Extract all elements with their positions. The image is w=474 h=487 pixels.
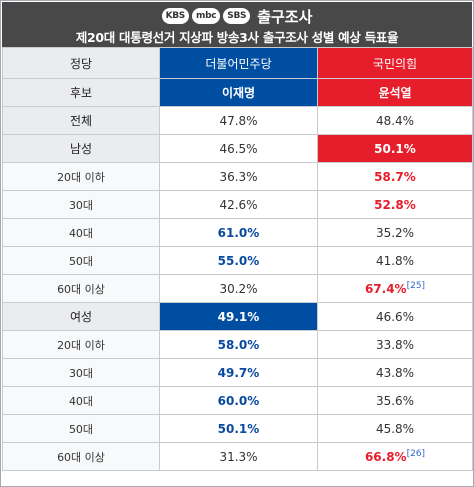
value-b: 41.8% (317, 246, 473, 275)
title-bar: KBS mbc SBS 출구조사 제20대 대통령선거 지상파 방송3사 출구조… (2, 2, 472, 47)
table-subtitle: 제20대 대통령선거 지상파 방송3사 출구조사 성별 예상 득표율 (75, 30, 399, 45)
value-b-cell: 67.4%[25] (317, 274, 473, 303)
row-label: 전체 (2, 106, 160, 135)
value-b-cell: 66.8%[26] (317, 442, 473, 471)
table-row: 여성 49.1% 46.6% (2, 302, 473, 331)
table-row: 30대 42.6% 52.8% (2, 190, 473, 219)
mbc-logo: mbc (192, 8, 221, 24)
value-b: 50.1% (317, 134, 473, 163)
table-row: 전체 47.8% 48.4% (2, 106, 473, 135)
table-row: 50대 55.0% 41.8% (2, 246, 473, 275)
table-row: 60대 이상 30.2% 67.4%[25] (2, 274, 473, 303)
row-label: 20대 이하 (2, 162, 160, 191)
sbs-logo: SBS (223, 8, 251, 24)
value-b: 35.2% (317, 218, 473, 247)
value-a: 58.0% (159, 330, 318, 359)
value-b: 58.7% (317, 162, 473, 191)
table-row: 60대 이상 31.3% 66.8%[26] (2, 442, 473, 471)
candidate-a-cell: 이재명 (159, 78, 318, 107)
title-line: KBS mbc SBS 출구조사 (2, 6, 472, 26)
party-b-cell: 국민의힘 (317, 47, 473, 79)
row-label: 남성 (2, 134, 160, 163)
exit-poll-table: 정당 더불어민주당 국민의힘 후보 이재명 윤석열 전체 47.8% 48.4%… (2, 47, 473, 471)
table-row: 20대 이하 58.0% 33.8% (2, 330, 473, 359)
kbs-logo: KBS (161, 8, 189, 24)
value-b: 35.6% (317, 386, 473, 415)
value-a: 30.2% (159, 274, 318, 303)
value-a: 61.0% (159, 218, 318, 247)
value-b: 45.8% (317, 414, 473, 443)
row-label: 20대 이하 (2, 330, 160, 359)
value-a: 31.3% (159, 442, 318, 471)
row-label: 30대 (2, 190, 160, 219)
value-a: 50.1% (159, 414, 318, 443)
party-a-cell: 더불어민주당 (159, 47, 318, 79)
table-row: 남성 46.5% 50.1% (2, 134, 473, 163)
table-row: 40대 60.0% 35.6% (2, 386, 473, 415)
table-title: 출구조사 (257, 7, 313, 26)
candidate-row: 후보 이재명 윤석열 (2, 78, 473, 107)
value-a: 49.1% (159, 302, 318, 331)
table-row: 50대 50.1% 45.8% (2, 414, 473, 443)
row-label: 40대 (2, 386, 160, 415)
party-row: 정당 더불어민주당 국민의힘 (2, 47, 473, 79)
candidate-b-cell: 윤석열 (317, 78, 473, 107)
value-a: 42.6% (159, 190, 318, 219)
value-b: 33.8% (317, 330, 473, 359)
value-b: 67.4% (364, 282, 407, 296)
row-label: 여성 (2, 302, 160, 331)
value-a: 46.5% (159, 134, 318, 163)
value-a: 36.3% (159, 162, 318, 191)
value-a: 49.7% (159, 358, 318, 387)
party-header-label: 정당 (2, 47, 160, 79)
value-b: 46.6% (317, 302, 473, 331)
value-b: 52.8% (317, 190, 473, 219)
value-a: 60.0% (159, 386, 318, 415)
value-b: 43.8% (317, 358, 473, 387)
table-row: 40대 61.0% 35.2% (2, 218, 473, 247)
table-row: 20대 이하 36.3% 58.7% (2, 162, 473, 191)
table-row: 30대 49.7% 43.8% (2, 358, 473, 387)
row-label: 50대 (2, 414, 160, 443)
row-label: 60대 이상 (2, 274, 160, 303)
value-a: 55.0% (159, 246, 318, 275)
value-b: 66.8% (364, 450, 407, 464)
candidate-header-label: 후보 (2, 78, 160, 107)
value-a: 47.8% (159, 106, 318, 135)
row-label: 40대 (2, 218, 160, 247)
row-label: 50대 (2, 246, 160, 275)
value-b: 48.4% (317, 106, 473, 135)
row-label: 30대 (2, 358, 160, 387)
row-label: 60대 이상 (2, 442, 160, 471)
footnote-link[interactable]: [26] (406, 449, 426, 459)
footnote-link[interactable]: [25] (406, 281, 426, 291)
